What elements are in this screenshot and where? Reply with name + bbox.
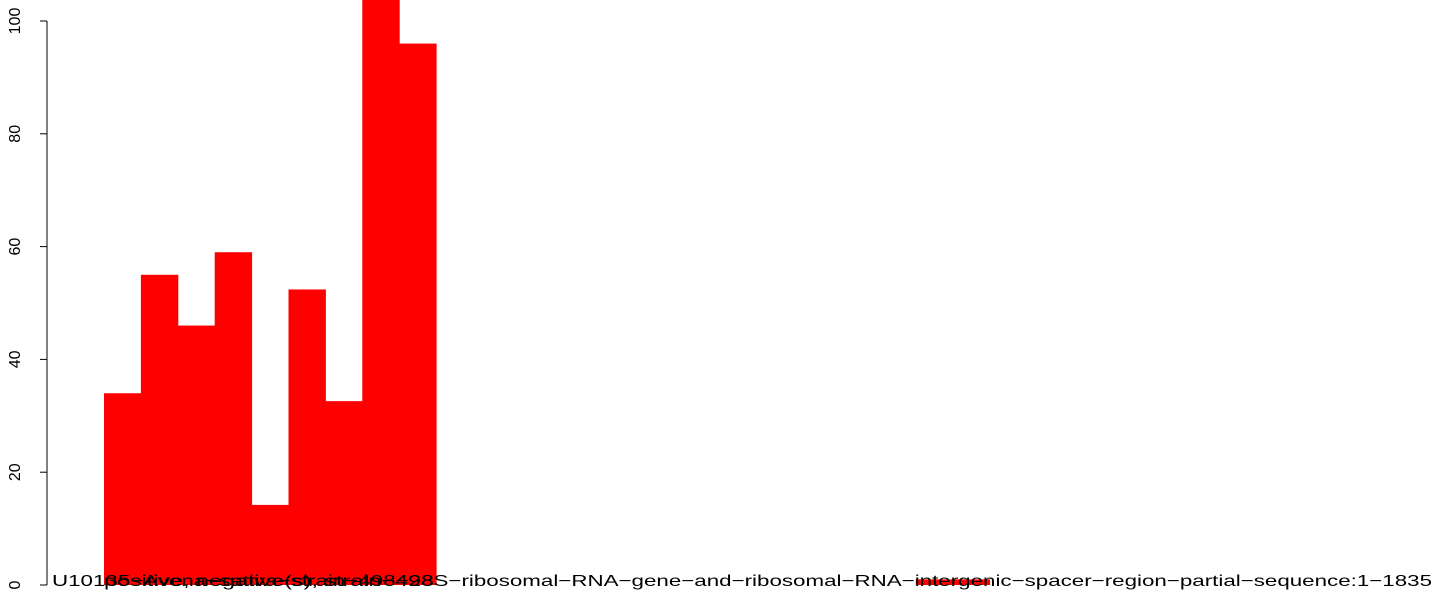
bar (362, 0, 400, 586)
y-tick-label: 0 (7, 580, 24, 589)
y-tick-label: 80 (7, 125, 24, 143)
bar (952, 579, 991, 585)
y-tick-label: 40 (7, 350, 24, 368)
bar (915, 579, 954, 585)
y-tick-label: 100 (7, 8, 24, 35)
bar (104, 393, 142, 585)
bar (251, 504, 289, 585)
annotation: U10135−Avena−sativa−strain−498−28S−ribos… (52, 573, 1432, 590)
bar (399, 43, 437, 586)
y-tick-label: 60 (7, 238, 24, 256)
bar (177, 325, 216, 585)
bar (288, 289, 326, 585)
bar (140, 274, 179, 585)
bar (325, 401, 363, 585)
annotation: positive, negative(s), strain−498 (104, 573, 434, 590)
bar (214, 252, 253, 586)
y-tick-label: 20 (7, 463, 24, 481)
